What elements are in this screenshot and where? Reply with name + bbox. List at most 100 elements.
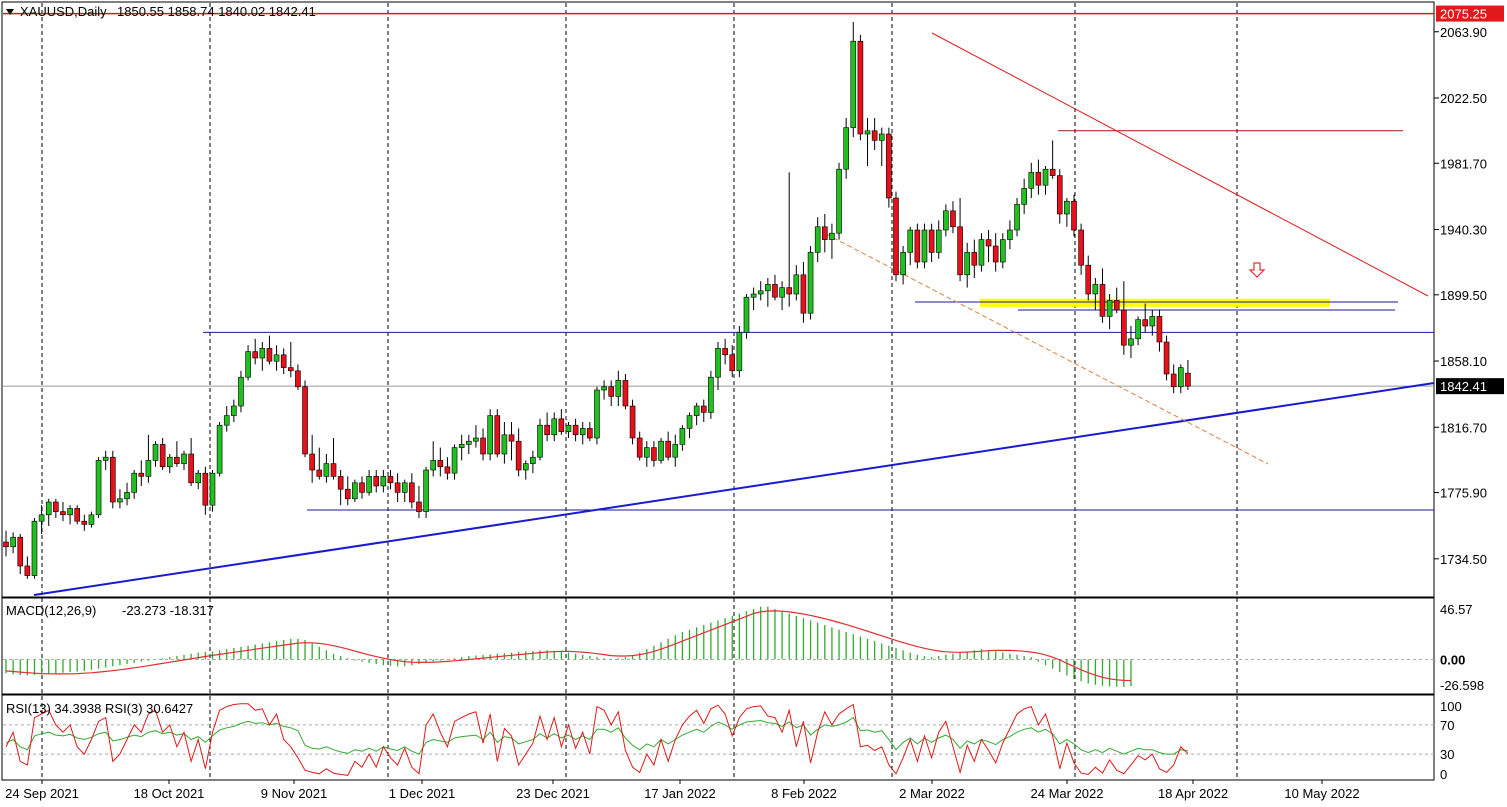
candle-body bbox=[1142, 319, 1148, 327]
rsi-tick-label: 100 bbox=[1440, 699, 1462, 714]
ohlc-values: 1850.55 1858.74 1840.02 1842.41 bbox=[117, 4, 316, 19]
time-tick-label: 8 Feb 2022 bbox=[771, 786, 837, 801]
candle bbox=[722, 338, 728, 365]
candle-body bbox=[836, 168, 842, 234]
candle-body bbox=[1064, 200, 1070, 215]
price-tick-label: 2063.90 bbox=[1440, 25, 1487, 40]
candles bbox=[3, 22, 1191, 579]
candle bbox=[323, 454, 330, 483]
resistance-price-box bbox=[1436, 5, 1504, 22]
trendlines bbox=[33, 32, 1435, 596]
descending-trendline bbox=[931, 32, 1429, 297]
dropdown-triangle-icon[interactable] bbox=[6, 9, 14, 15]
candle-body bbox=[501, 434, 508, 455]
candle-body bbox=[444, 466, 451, 474]
candle-body bbox=[423, 469, 429, 512]
candle bbox=[60, 502, 66, 522]
candle-body bbox=[743, 296, 750, 333]
candle bbox=[3, 530, 9, 557]
candle bbox=[195, 470, 202, 490]
candle-body bbox=[551, 418, 558, 436]
candle-body bbox=[999, 239, 1006, 263]
candle-body bbox=[1056, 175, 1063, 215]
candle bbox=[907, 226, 914, 266]
candle bbox=[594, 386, 600, 445]
candle bbox=[928, 223, 935, 262]
candle-body bbox=[1035, 172, 1042, 186]
rsi-panel[interactable] bbox=[1, 694, 1435, 781]
candle bbox=[67, 505, 73, 525]
candle bbox=[736, 326, 743, 378]
candle bbox=[950, 201, 956, 234]
candle-body bbox=[245, 351, 251, 378]
candle bbox=[423, 466, 429, 518]
time-axis: 24 Sep 2021 18 Oct 2021 9 Nov 2021 1 Dec 20… bbox=[5, 780, 1360, 801]
candle-body bbox=[359, 482, 365, 493]
candle bbox=[743, 294, 750, 339]
candle bbox=[921, 223, 928, 269]
macd-indicator bbox=[3, 606, 1434, 688]
candle-body bbox=[672, 444, 679, 458]
candle bbox=[480, 428, 486, 461]
candle bbox=[245, 345, 251, 381]
candle-body bbox=[736, 332, 743, 372]
candle bbox=[935, 220, 942, 259]
candle bbox=[1049, 140, 1056, 179]
candle-body bbox=[572, 424, 579, 436]
candle bbox=[957, 198, 963, 282]
candle bbox=[416, 486, 422, 518]
candle bbox=[366, 470, 372, 496]
candle bbox=[1035, 159, 1042, 195]
candle-body bbox=[800, 274, 807, 314]
candle-body bbox=[465, 440, 472, 445]
candle-body bbox=[900, 252, 906, 276]
candle bbox=[1128, 326, 1134, 358]
candle bbox=[295, 364, 301, 390]
candle bbox=[672, 434, 679, 467]
candle-body bbox=[886, 133, 892, 199]
candle bbox=[572, 418, 579, 442]
candle-body bbox=[651, 447, 657, 461]
candle bbox=[31, 518, 38, 579]
candle bbox=[209, 470, 216, 512]
candle bbox=[836, 162, 842, 240]
candle bbox=[636, 431, 643, 461]
candle bbox=[893, 191, 899, 282]
candle-body bbox=[985, 239, 992, 247]
candle bbox=[45, 498, 52, 526]
candle-body bbox=[287, 367, 294, 372]
candle bbox=[772, 274, 778, 301]
candle bbox=[259, 342, 266, 371]
candle-body bbox=[715, 348, 721, 378]
candle bbox=[145, 434, 152, 483]
candle-body bbox=[387, 476, 394, 484]
candle bbox=[159, 438, 166, 470]
candle-body bbox=[522, 463, 529, 471]
candle bbox=[522, 460, 529, 480]
candle-body bbox=[843, 127, 849, 170]
candle-body bbox=[928, 229, 935, 253]
candle-body bbox=[117, 498, 123, 503]
price-tick-label: 1981.70 bbox=[1440, 156, 1487, 171]
macd-tick-label: 0.00 bbox=[1440, 652, 1465, 667]
macd-panel[interactable] bbox=[1, 597, 1435, 695]
candle-body bbox=[1156, 316, 1163, 343]
candle bbox=[608, 380, 615, 406]
candle-body bbox=[17, 536, 24, 567]
macd-values: -23.273 -18.317 bbox=[122, 603, 214, 618]
candle bbox=[465, 434, 472, 454]
candle bbox=[1156, 310, 1163, 352]
macd-signal-line bbox=[5, 610, 1132, 682]
candle-body bbox=[850, 40, 857, 128]
candle-body bbox=[430, 460, 437, 471]
candle-body bbox=[914, 229, 921, 263]
time-tick-label: 2 Mar 2022 bbox=[899, 786, 965, 801]
price-axis: 2063.90 2022.50 1981.70 1940.30 1899.50 1858.… bbox=[1434, 5, 1504, 782]
candle-body bbox=[152, 444, 159, 461]
candle bbox=[643, 441, 650, 467]
rsi3-line bbox=[5, 703, 1189, 776]
price-tick-label: 1734.50 bbox=[1440, 552, 1487, 567]
price-panel[interactable] bbox=[1, 1, 1435, 598]
candle-body bbox=[416, 501, 422, 512]
candle-body bbox=[280, 354, 287, 368]
